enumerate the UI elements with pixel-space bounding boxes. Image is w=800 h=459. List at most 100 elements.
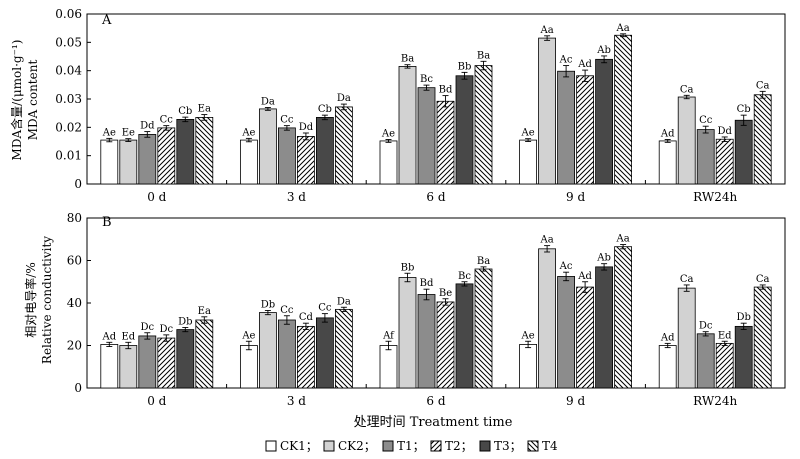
legend-label-t3: T3；: [494, 439, 522, 453]
sig-label-b: Ae: [521, 330, 535, 341]
bar-a-ck2: [538, 37, 556, 185]
sig-label-b: Dc: [699, 321, 713, 332]
sig-label-a: Ab: [596, 45, 611, 56]
bar-a-t1: [557, 70, 575, 185]
sig-label-a: Cc: [160, 115, 174, 126]
panel-b-ytick-label: 0: [74, 381, 82, 395]
sig-label-b: Cc: [318, 303, 332, 314]
panel-a-ytick-label: 0.02: [55, 120, 82, 134]
panel-b-ylabel-cn: 相对电导率/%: [23, 262, 38, 337]
panel-b-xtick-label: RW24h: [693, 394, 737, 408]
sig-label-b: Aa: [540, 235, 554, 246]
legend-swatch-t1: [382, 440, 394, 452]
sig-label-b: Ac: [559, 261, 573, 272]
panel-b-xtick-label: 9 d: [566, 394, 585, 408]
legend-label-t4: T4: [542, 439, 558, 453]
bar-a-t3: [176, 119, 195, 185]
bar-a-t4: [195, 117, 214, 185]
bar-a-t1: [138, 134, 157, 185]
bar-a-t3: [595, 58, 613, 185]
bar-b-t2: [157, 337, 176, 389]
legend-label-ck2: CK2；: [338, 439, 376, 453]
sig-label-b: Bb: [401, 262, 415, 273]
sig-label-b: Da: [337, 296, 351, 307]
bar-a-t1: [696, 129, 715, 185]
panel-a-xtick-label: RW24h: [693, 190, 737, 204]
sig-label-b: Ed: [718, 330, 732, 341]
sig-label-b: Ed: [121, 331, 135, 342]
panel-a-xtick-label: 0 d: [147, 190, 166, 204]
panel-a-letter: A: [101, 13, 112, 28]
sig-label-a: Dd: [299, 122, 314, 133]
sig-label-b: Ad: [101, 331, 116, 342]
sig-label-a: Ac: [559, 55, 573, 66]
panel-a-ytick-label: 0.06: [55, 7, 82, 21]
sig-label-a: Dd: [140, 121, 155, 132]
sig-label-b: Cc: [280, 305, 294, 316]
sig-label-b: Dc: [159, 324, 173, 335]
bar-b-ck2: [398, 277, 417, 389]
bar-b-t2: [436, 301, 455, 389]
bar-a-ck1: [658, 140, 677, 185]
panel-a-xtick-label: 9 d: [566, 190, 585, 204]
sig-label-b: Db: [261, 299, 275, 310]
legend-swatch-ck1: [265, 440, 277, 452]
panel-b-xtick-label: 0 d: [147, 394, 166, 408]
bar-a-t3: [734, 119, 753, 185]
legend-swatch-ck2: [323, 440, 335, 452]
sig-label-b: Ae: [241, 330, 255, 341]
sig-label-b: Ab: [596, 253, 611, 264]
bar-b-t3: [455, 283, 474, 389]
panel-b-ytick-label: 40: [67, 296, 82, 310]
sig-label-a: Cc: [699, 115, 713, 126]
bar-a-ck1: [100, 139, 119, 185]
bar-a-t2: [436, 100, 455, 185]
bar-a-t2: [157, 127, 176, 185]
legend-swatch-t4: [527, 440, 539, 452]
sig-label-b: Aa: [616, 234, 630, 245]
sig-label-b: Bd: [420, 278, 434, 289]
bar-b-t1: [417, 294, 436, 389]
sig-label-a: Bd: [439, 85, 453, 96]
sig-label-a: Ad: [660, 129, 675, 140]
bar-b-t3: [176, 329, 195, 389]
panel-a-xtick-label: 3 d: [287, 190, 306, 204]
sig-label-a: Ca: [756, 80, 770, 91]
sig-label-b: Db: [178, 316, 192, 327]
legend-swatch-t3: [479, 440, 491, 452]
bar-b-t4: [195, 319, 214, 389]
sig-label-a: Ee: [122, 128, 135, 139]
panel-a-ytick-label: 0.01: [55, 149, 82, 163]
bar-b-t4: [753, 286, 772, 389]
sig-label-b: Be: [439, 288, 452, 299]
bar-a-t4: [753, 94, 772, 185]
bar-a-ck2: [258, 108, 277, 185]
x-axis-title: 处理时间 Treatment time: [354, 415, 513, 430]
bar-b-t3: [734, 325, 753, 389]
bar-b-ck1: [239, 345, 258, 389]
panel-a-ytick-label: 0: [74, 177, 82, 191]
panel-b-xtick-label: 6 d: [426, 394, 445, 408]
panel-a-ylabel-en: MDA content: [26, 60, 40, 141]
sig-label-b: Ba: [477, 256, 490, 267]
bar-b-t4: [474, 268, 493, 389]
sig-label-b: Ca: [680, 274, 694, 285]
bar-a-ck2: [119, 139, 138, 185]
bar-a-t3: [455, 75, 474, 185]
bar-b-ck1: [658, 345, 677, 389]
bar-a-t2: [715, 138, 734, 185]
bar-b-ck1: [519, 344, 537, 389]
sig-label-a: Aa: [616, 23, 630, 34]
sig-label-b: Bc: [458, 271, 471, 282]
bar-a-t4: [614, 34, 632, 185]
sig-label-a: Bb: [458, 61, 472, 72]
bar-b-ck2: [677, 287, 696, 389]
sig-label-a: Cb: [178, 106, 192, 117]
panel-b-xtick-label: 3 d: [287, 394, 306, 408]
bar-b-t3: [315, 317, 334, 389]
bar-a-t2: [296, 135, 315, 185]
sig-label-a: Ae: [241, 127, 255, 138]
bar-b-ck2: [258, 312, 277, 389]
sig-label-a: Dd: [717, 126, 732, 137]
